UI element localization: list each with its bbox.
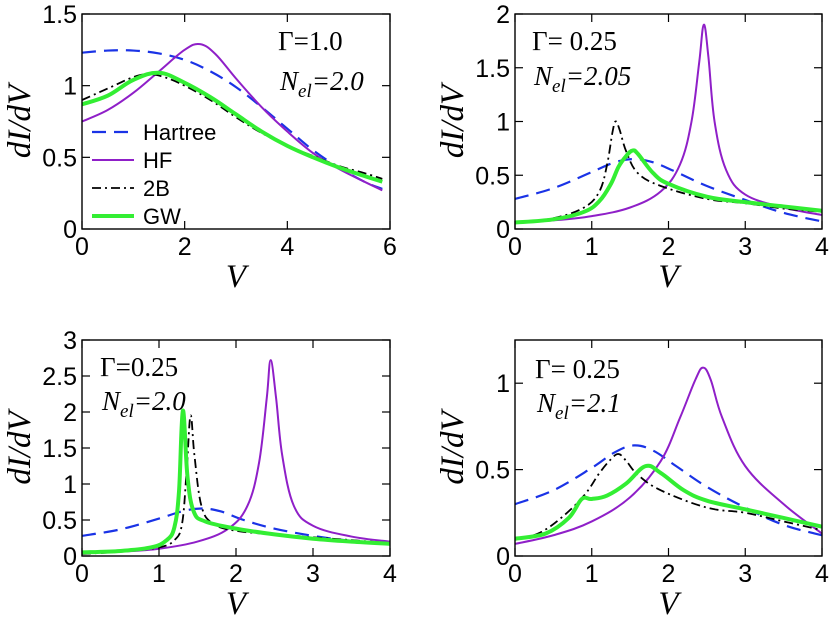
series-group	[515, 366, 822, 545]
x-tick-label: 2	[662, 233, 676, 261]
nel-subscript: el	[552, 76, 566, 97]
nel-base: N	[279, 66, 300, 96]
y-tick-label: 3	[63, 327, 77, 355]
x-tick-label: 3	[738, 560, 752, 588]
y-tick-label: 1.5	[475, 55, 510, 83]
legend: Hartree HF 2B GW	[92, 120, 216, 229]
y-tick-label: 0.5	[42, 507, 77, 535]
y-tick-label: 1	[63, 73, 77, 101]
panel-bottom-left: 0 1 2 3 4 0 0.5 1 1.5 2 2.5 3 VdI/dV Γ=0.25 Nel=2.0	[2, 327, 397, 622]
nel-subscript: el	[298, 81, 312, 102]
series-line-hartree	[515, 158, 822, 223]
series-line-2b	[82, 414, 390, 555]
x-tick-label: 0	[508, 560, 522, 588]
y-tick-label: 2.5	[42, 363, 77, 391]
y-tick-label: 1	[63, 471, 77, 499]
series-line-hartree	[82, 507, 390, 545]
panel-top-left: 0 2 4 6 0 0.5 1 1.5 VdI/dV Γ=1.0 Nel=2.0 Hartree HF 2…	[2, 1, 397, 295]
panel-bottom-right: 0 1 2 3 4 0 0.5 1 VdI/dV Γ= 0.25 Nel=2.1	[435, 339, 829, 622]
y-tick-label: 0	[63, 216, 77, 244]
nel-base: N	[101, 386, 122, 416]
y-tick-label: 1	[496, 370, 510, 398]
gamma-annotation: Γ= 0.25	[535, 354, 620, 384]
series-group	[515, 23, 822, 225]
gamma-annotation: Γ=1.0	[278, 26, 343, 56]
x-axis-label: V	[658, 259, 682, 295]
series-group	[82, 42, 383, 192]
x-tick-label: 0	[508, 233, 522, 261]
nel-value: =2.0	[312, 66, 364, 96]
series-line-hf	[82, 359, 390, 555]
y-tick-label: 1.5	[42, 1, 77, 29]
x-axis-label: V	[226, 259, 250, 295]
x-axis-label: V	[226, 586, 250, 622]
x-tick-label: 2	[178, 233, 192, 261]
x-tick-label: 4	[280, 233, 294, 261]
nel-value: =2.0	[134, 386, 186, 416]
y-axis-label: dI/dV	[435, 81, 471, 158]
y-tick-label: 0	[63, 543, 77, 571]
series-line-hartree	[515, 444, 822, 537]
x-tick-label: 4	[815, 560, 829, 588]
y-tick-label: 2	[63, 399, 77, 427]
y-axis-label: dI/dV	[2, 408, 38, 485]
series-line-hf	[515, 23, 822, 224]
nel-base: N	[536, 388, 557, 418]
y-tick-label: 0	[496, 216, 510, 244]
y-tick-label: 1	[496, 109, 510, 137]
series-line-2b	[515, 453, 822, 540]
x-tick-label: 2	[662, 560, 676, 588]
y-tick-label: 2	[496, 1, 510, 29]
nel-subscript: el	[120, 401, 134, 422]
nel-annotation: Nel=2.05	[533, 61, 631, 97]
legend-label-hartree: Hartree	[143, 120, 216, 145]
nel-base: N	[533, 61, 554, 91]
series-line-gw	[82, 70, 383, 184]
series-line-gw	[515, 148, 822, 225]
series-line-gw	[82, 408, 390, 555]
x-tick-label: 4	[815, 233, 829, 261]
x-tick-label: 0	[75, 233, 89, 261]
legend-label-gw: GW	[143, 204, 181, 229]
gamma-annotation: Γ=0.25	[100, 352, 178, 382]
x-tick-label: 0	[75, 560, 89, 588]
series-line-hf	[515, 366, 822, 545]
series-line-2b	[82, 73, 383, 180]
legend-label-2b: 2B	[143, 176, 170, 201]
x-tick-label: 4	[383, 560, 397, 588]
x-tick-label: 1	[585, 560, 599, 588]
x-axis-label: V	[658, 586, 682, 622]
nel-value: =2.1	[569, 388, 621, 418]
y-tick-label: 0.5	[475, 162, 510, 190]
y-tick-label: 0.5	[475, 457, 510, 485]
y-tick-label: 1.5	[42, 435, 77, 463]
x-tick-label: 6	[383, 233, 397, 261]
nel-annotation: Nel=2.1	[536, 388, 621, 424]
legend-label-hf: HF	[143, 148, 172, 173]
nel-annotation: Nel=2.0	[279, 66, 364, 102]
x-tick-label: 3	[738, 233, 752, 261]
y-tick-label: 0	[496, 543, 510, 571]
plot-frame	[81, 13, 391, 230]
series-line-gw	[515, 463, 822, 541]
nel-annotation: Nel=2.0	[101, 386, 186, 422]
gamma-annotation: Γ= 0.25	[532, 26, 617, 56]
series-group	[82, 359, 390, 555]
nel-value: =2.05	[566, 61, 631, 91]
x-tick-label: 1	[585, 233, 599, 261]
x-tick-label: 1	[152, 560, 166, 588]
y-axis-label: dI/dV	[435, 408, 471, 485]
nel-subscript: el	[555, 403, 569, 424]
y-axis-label: dI/dV	[2, 81, 38, 158]
x-tick-label: 3	[306, 560, 320, 588]
x-tick-label: 2	[229, 560, 243, 588]
y-tick-label: 0.5	[42, 144, 77, 172]
